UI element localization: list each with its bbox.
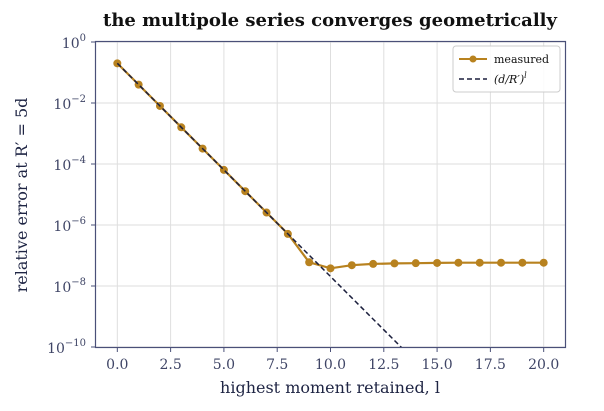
y-tick-label: 10−2 bbox=[53, 94, 86, 113]
measured-point bbox=[518, 258, 527, 267]
legend-measured-marker bbox=[469, 55, 477, 63]
x-tick-label: 5.0 bbox=[213, 357, 235, 373]
x-tick-label: 12.5 bbox=[368, 357, 399, 373]
measured-point bbox=[433, 258, 442, 267]
measured-point bbox=[305, 258, 314, 267]
measured-point bbox=[475, 258, 484, 267]
series-layer bbox=[113, 59, 548, 347]
model-series-line bbox=[116, 62, 403, 347]
measured-point bbox=[390, 259, 399, 268]
x-tick-label: 10.0 bbox=[315, 357, 346, 373]
legend-measured-label: measured bbox=[494, 53, 549, 66]
legend: measured (d/R′)l bbox=[452, 45, 561, 93]
y-tick-label: 10−10 bbox=[47, 338, 86, 357]
measured-point bbox=[411, 259, 420, 268]
legend-model-exponent: l bbox=[524, 71, 527, 80]
legend-model-label: (d/R′)l bbox=[494, 71, 527, 86]
x-tick-label: 7.5 bbox=[266, 357, 288, 373]
x-tick-label: 15.0 bbox=[422, 357, 453, 373]
measured-point bbox=[347, 261, 356, 270]
measured-point bbox=[454, 258, 463, 267]
x-axis-ticks: 0.0 2.5 5.0 7.5 10.0 12.5 15.0 17.5 20.0 bbox=[106, 347, 559, 373]
y-tick-label: 100 bbox=[62, 33, 86, 52]
y-tick-label: 10−4 bbox=[53, 155, 86, 174]
legend-model-base: (d/R′) bbox=[494, 73, 524, 86]
measured-point bbox=[369, 259, 378, 268]
x-tick-label: 0.0 bbox=[106, 357, 128, 373]
measured-point bbox=[539, 258, 548, 267]
x-tick-label: 2.5 bbox=[159, 357, 181, 373]
y-axis-label: relative error at R′ = 5d bbox=[12, 98, 31, 293]
x-tick-label: 17.5 bbox=[475, 357, 506, 373]
measured-point bbox=[326, 264, 335, 273]
y-tick-label: 10−8 bbox=[53, 277, 86, 296]
chart-title: the multipole series converges geometric… bbox=[103, 10, 558, 31]
y-axis-ticks: 10−10 10−8 10−6 10−4 10−2 100 bbox=[47, 33, 96, 357]
x-tick-label: 20.0 bbox=[528, 357, 559, 373]
x-axis-label: highest moment retained, l bbox=[220, 378, 440, 397]
legend-box bbox=[452, 45, 561, 93]
y-tick-label: 10−6 bbox=[53, 216, 86, 235]
measured-point bbox=[497, 258, 506, 267]
